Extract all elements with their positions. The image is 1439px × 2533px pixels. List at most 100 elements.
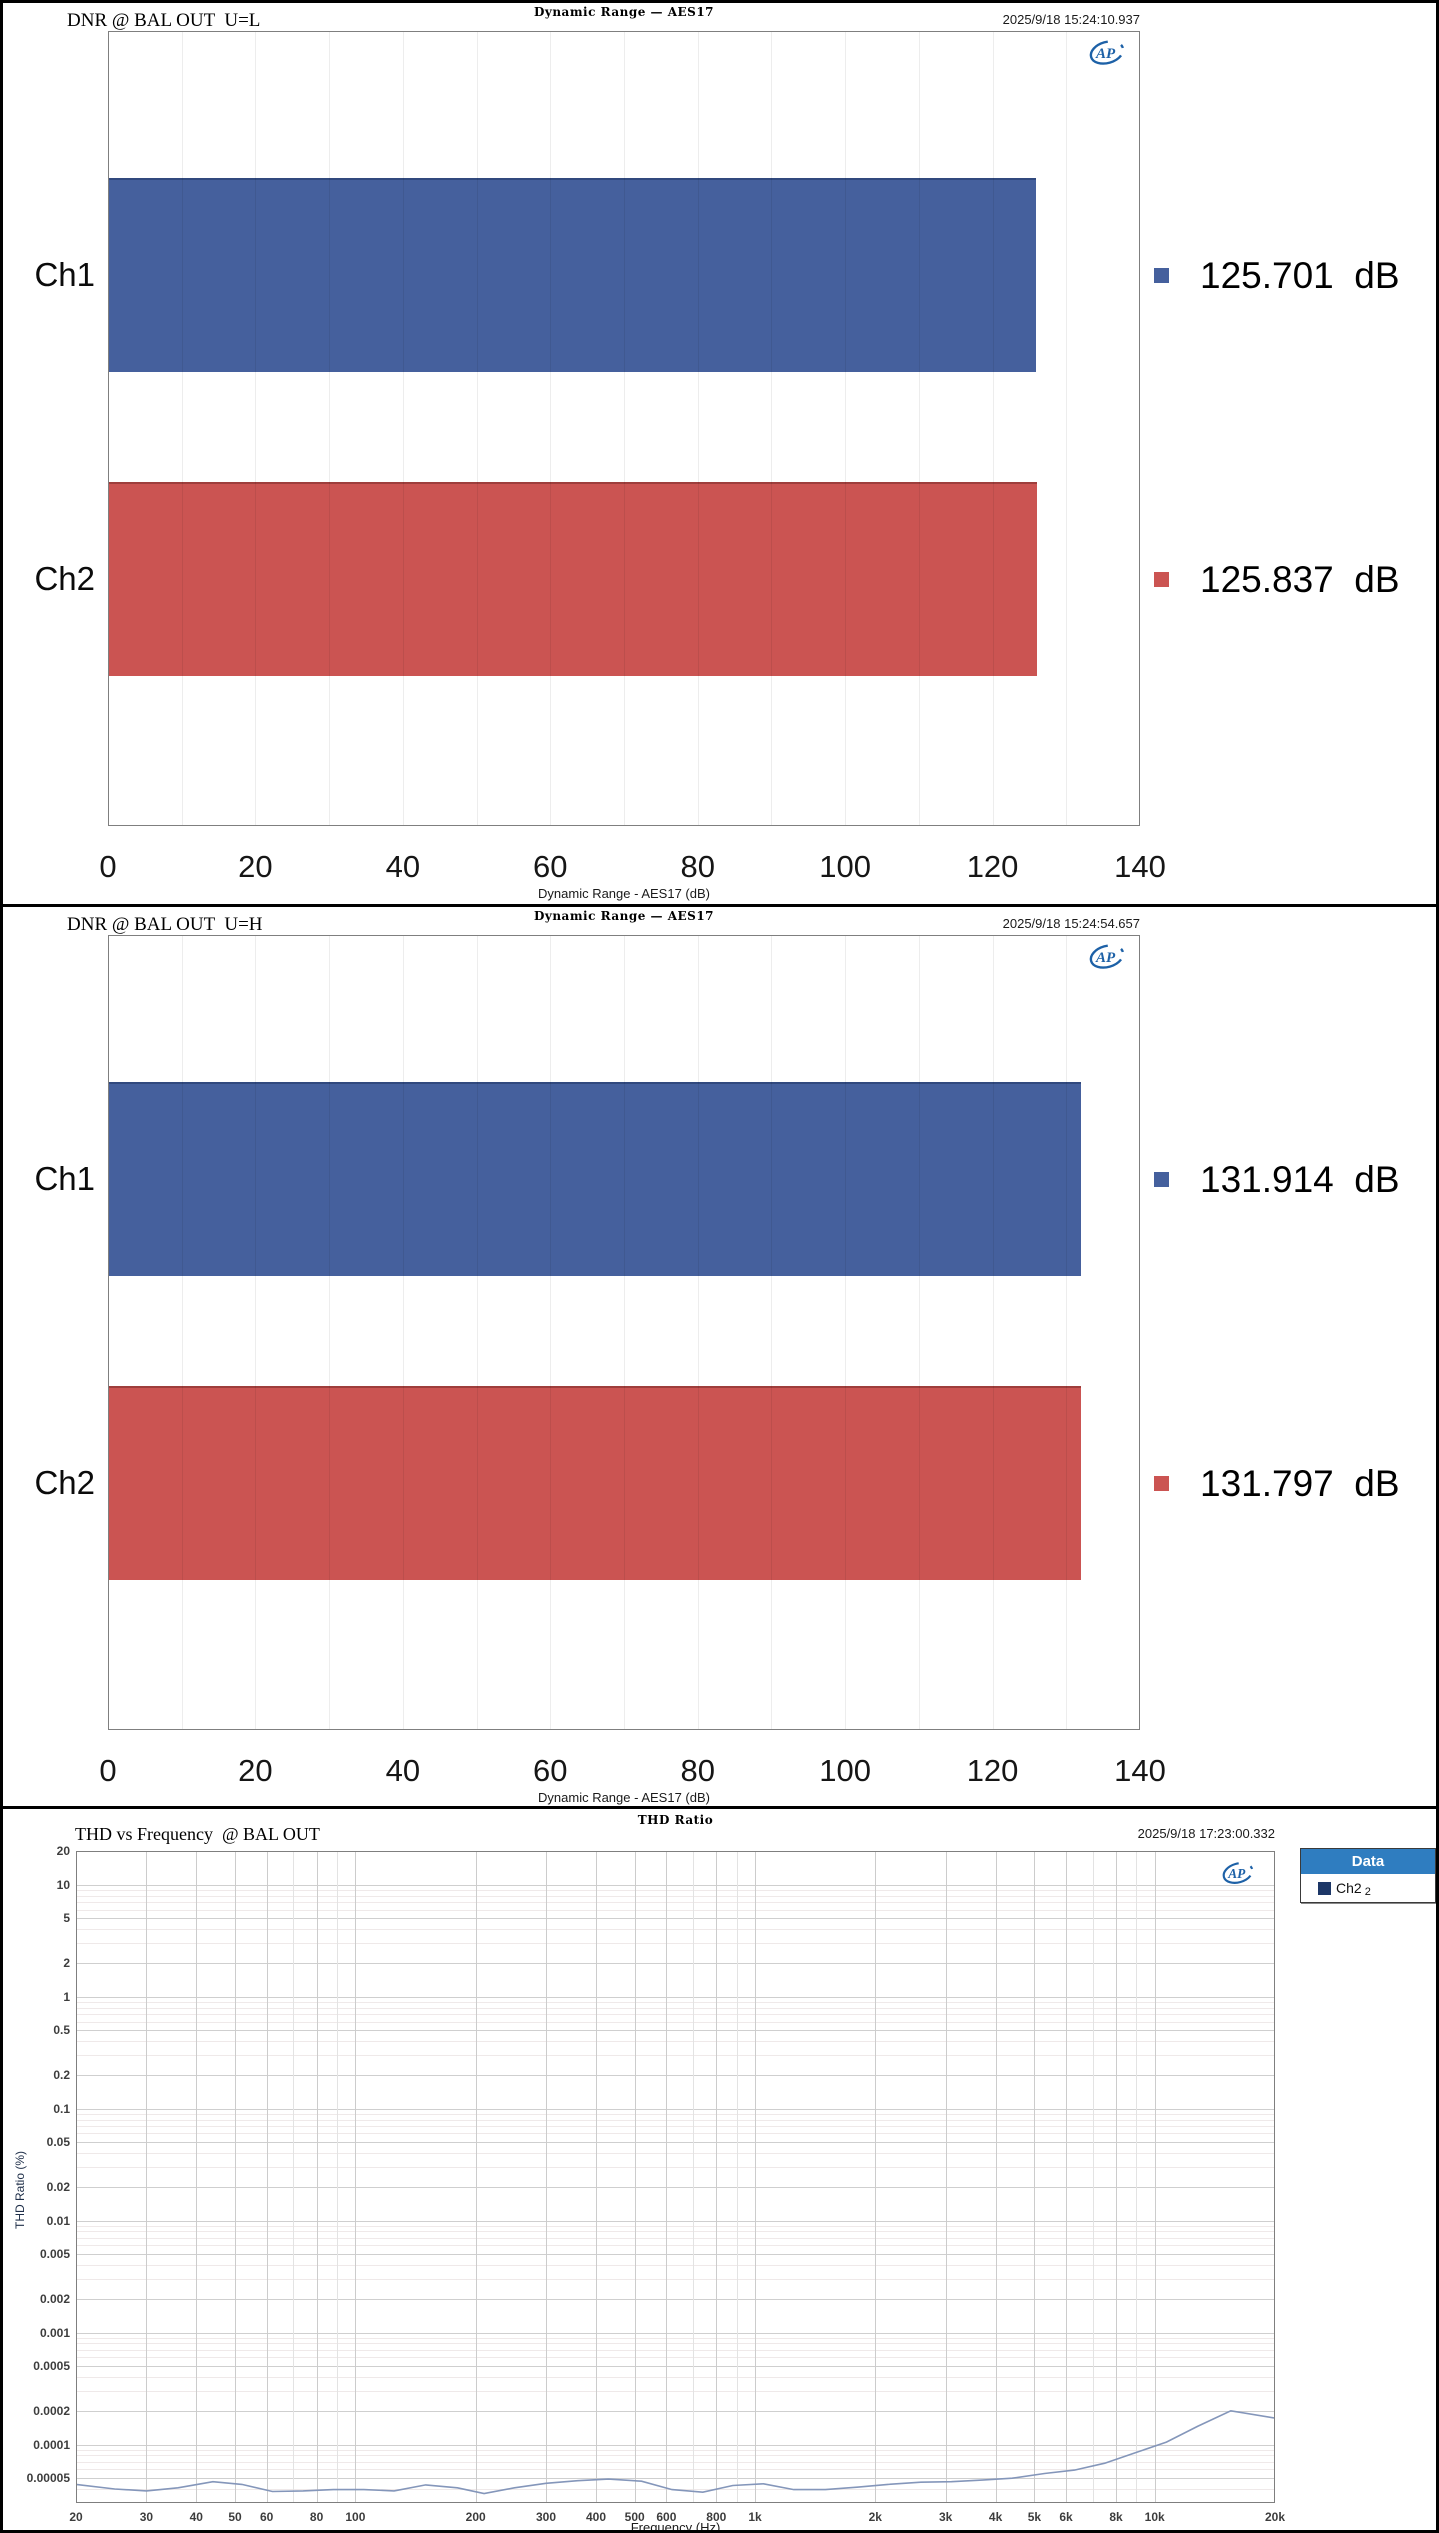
h-gridline [77, 2119, 1274, 2121]
v-gridline [716, 1852, 718, 2502]
gridline [181, 936, 183, 1729]
x-axis-title: Dynamic Range - AES17 (dB) [538, 1790, 710, 1805]
dnr-high-chart: Dynamic Range — AES17 DNR @ BAL OUT U=H … [3, 904, 1436, 1806]
x-tick-label: 20 [238, 849, 273, 884]
chart-title: Dynamic Range — AES17 [533, 909, 715, 923]
x-tick-label: 8k [1109, 2510, 1123, 2524]
y-tick-label: 5 [63, 1911, 70, 1926]
gridline [771, 32, 773, 825]
x-tick-label: 140 [1114, 849, 1166, 884]
h-gridline [77, 1895, 1274, 1897]
bar-ch1 [109, 1082, 1082, 1276]
svg-text:AP: AP [1095, 46, 1116, 62]
h-gridline [77, 2410, 1274, 2412]
h-gridline [77, 2113, 1274, 2115]
h-gridline [77, 2449, 1274, 2451]
legend-swatch-icon [1318, 1881, 1331, 1895]
h-gridline [77, 1918, 1274, 1920]
gridline [329, 32, 331, 825]
x-tick-label: 80 [680, 849, 715, 884]
x-tick-label: 6k [1059, 2510, 1073, 2524]
h-gridline [77, 2231, 1274, 2233]
gridline [255, 936, 257, 1729]
y-tick-label: 0.0005 [33, 2359, 70, 2374]
v-gridline [146, 1852, 148, 2502]
h-gridline [77, 2349, 1274, 2351]
h-gridline [77, 2366, 1274, 2368]
v-gridline [1066, 1852, 1067, 2502]
x-tick-label: 30 [139, 2510, 154, 2524]
x-axis-title: Dynamic Range - AES17 (dB) [538, 886, 710, 901]
y-tick-label: 1 [63, 1989, 70, 2004]
x-axis-title: Frequency (Hz) [630, 2520, 721, 2533]
h-gridline [77, 2343, 1274, 2345]
value-marker-icon [1154, 1171, 1169, 1187]
h-gridline [77, 1909, 1274, 1911]
y-tick-label: 0.5 [53, 2023, 70, 2038]
x-tick-label: 20 [69, 2510, 83, 2524]
x-tick-label: 400 [585, 2510, 607, 2524]
x-tick-label: 500 [624, 2510, 645, 2524]
value-marker-icon [1154, 1475, 1169, 1491]
gridline [992, 32, 994, 825]
h-gridline [77, 2461, 1274, 2463]
gridline [476, 32, 478, 825]
v-gridline [693, 1852, 695, 2502]
h-gridline [77, 2298, 1274, 2300]
v-gridline [1034, 1852, 1036, 2502]
h-gridline [77, 2030, 1274, 2032]
x-tick-label: 4k [988, 2510, 1003, 2524]
v-gridline [945, 1852, 947, 2502]
h-gridline [77, 2014, 1274, 2015]
value-row: 125.701 dB [1154, 256, 1400, 294]
h-gridline [77, 2021, 1274, 2023]
h-gridline [77, 2237, 1274, 2239]
value-label: 131.914 dB [1200, 1158, 1400, 1200]
h-gridline [77, 2125, 1274, 2127]
gridline [771, 936, 773, 1729]
chart-title: THD Ratio [637, 1813, 714, 1827]
value-label: 131.797 dB [1200, 1462, 1400, 1504]
h-gridline [77, 1996, 1274, 1998]
h-gridline [77, 2055, 1274, 2057]
h-gridline [77, 2153, 1274, 2155]
y-tick-label: 0.2 [53, 2067, 70, 2082]
graph-label: DNR @ BAL OUT U=L [67, 10, 261, 31]
x-tick-label: 0 [99, 1753, 117, 1788]
h-gridline [77, 2108, 1274, 2110]
h-gridline [77, 2444, 1274, 2446]
gridline [992, 936, 994, 1729]
gridline [550, 936, 552, 1729]
legend-entry-sub: 2 [1364, 1886, 1371, 1898]
value-row: 131.797 dB [1154, 1464, 1400, 1502]
v-gridline [1154, 1852, 1156, 2502]
v-gridline [995, 1852, 997, 2502]
y-tick-label: 0.0002 [33, 2403, 70, 2418]
h-gridline [77, 2337, 1274, 2339]
bar-ch2 [109, 1386, 1081, 1580]
plot-frame [76, 1851, 1275, 2503]
h-gridline [77, 2186, 1274, 2188]
x-tick-label: 300 [535, 2510, 557, 2524]
h-gridline [77, 1929, 1274, 1931]
h-gridline [77, 2074, 1274, 2076]
gridline [1066, 936, 1068, 1729]
legend-entry-label: Ch2 [1336, 1880, 1362, 1896]
h-gridline [77, 2245, 1274, 2247]
v-gridline [875, 1852, 877, 2502]
gridline [402, 32, 404, 825]
gridline [550, 32, 552, 825]
y-tick-label: 2 [63, 1956, 70, 1970]
h-gridline [77, 2357, 1274, 2359]
value-label: 125.701 dB [1200, 254, 1400, 296]
svg-text:AP: AP [1227, 1866, 1246, 1881]
gridline [181, 32, 183, 825]
x-tick-label: 100 [819, 1753, 871, 1788]
h-gridline [77, 2265, 1274, 2267]
category-label-ch1: Ch1 [34, 1160, 95, 1197]
svg-text:AP: AP [1095, 950, 1116, 966]
category-label-ch1: Ch1 [34, 256, 95, 293]
chart-title: Dynamic Range — AES17 [533, 5, 715, 19]
h-gridline [77, 2041, 1274, 2043]
